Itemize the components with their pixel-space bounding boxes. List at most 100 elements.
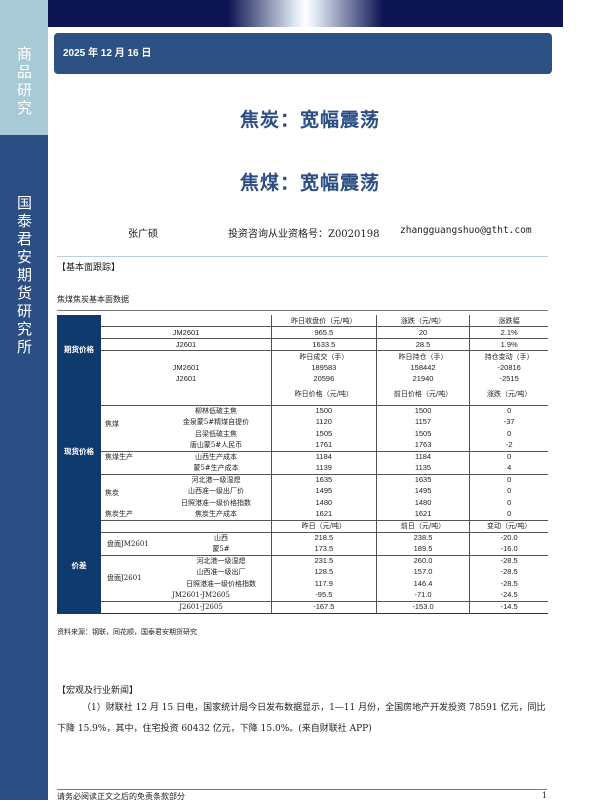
table-row: J2601 1633.5 28.5 1.9% <box>57 338 548 351</box>
table-cell: -2 <box>469 439 548 451</box>
table-cell: 0 <box>469 404 548 417</box>
table-cell: 146.4 <box>375 578 470 590</box>
table-cell: -14.5 <box>469 600 548 613</box>
table-cell: 1184 <box>375 450 470 463</box>
table-cell: -28.5 <box>469 578 548 590</box>
row-label: 日照港准一级价格指数 <box>101 578 272 590</box>
table-cell: -16.0 <box>469 543 548 555</box>
table-cell: 0 <box>469 473 548 486</box>
table-cell: 1120 <box>271 416 377 428</box>
author-name: 张广硕 <box>128 229 158 240</box>
author-email[interactable]: zhangguangshuo@gtht.com <box>400 225 532 236</box>
row-label: JM2601 <box>172 362 200 372</box>
table-cell: 1480 <box>375 497 470 509</box>
row-label: 日照港准一级价格指数 <box>101 497 272 509</box>
table-cell: 260.0 <box>375 554 470 567</box>
row-label: 盘面J2601 河北港一级湿熄 <box>101 554 272 582</box>
author-license: 投资咨询从业资格号：Z0020198 <box>228 229 380 240</box>
table-cell: 1621 <box>375 508 470 520</box>
item-name: 金泉蒙5#精煤自提价 <box>182 418 250 427</box>
section-news: 【宏观及行业新闻】 <box>57 686 139 696</box>
sub-group-label: 焦炭 <box>105 488 119 497</box>
item-name: JM2601-JM2605 <box>172 591 230 599</box>
table-cell: -20.0 <box>469 531 548 544</box>
column-header: 昨日收盘价（元/吨） <box>271 315 377 327</box>
table-row: 吕梁低硫主焦 1505 1505 0 <box>57 428 548 440</box>
table-cell: 21940 <box>375 373 470 384</box>
table-cell: 28.5 <box>375 338 470 351</box>
table-cell: 189583 <box>271 362 377 373</box>
table-cell: -167.5 <box>271 600 377 613</box>
table-cell: -71.0 <box>375 589 470 601</box>
table-row: 盘面J2601 河北港一级湿熄 231.5 260.0 -28.5 <box>57 554 548 582</box>
table-cell: 117.9 <box>271 578 377 590</box>
table-row: JM2601 965.5 20 2.1% <box>57 326 548 339</box>
table-cell: 1500 <box>375 404 470 417</box>
news-item: （1）财联社 12 月 15 日电，国家统计局今日发布数据显示，1—11 月份，… <box>57 703 546 734</box>
title-coking-coal: 焦煤：宽幅震荡 <box>239 172 380 194</box>
table-cell: 1.9% <box>469 338 548 351</box>
column-header: 涨跌（元/吨） <box>469 384 548 405</box>
table-cell: 0 <box>469 508 548 520</box>
table-cell: 1500 <box>271 404 377 417</box>
sub-group-label: 盘面J2601 <box>107 573 142 582</box>
sub-group-label: 焦煤 <box>105 419 119 428</box>
table-row: J2601 20596 21940 -2515 <box>57 373 548 384</box>
item-name: 焦炭生产成本 <box>195 510 237 518</box>
table-cell: 1495 <box>375 485 470 497</box>
column-header: 前日价格（元/吨） <box>375 384 470 405</box>
table-cell: 1184 <box>271 450 377 463</box>
table-cell: 238.5 <box>375 531 470 544</box>
table-row: 盘面JM2601 山西 218.5 238.5 -20.0 <box>57 531 548 548</box>
table-cell: 0 <box>469 450 548 463</box>
table-cell: -95.5 <box>271 589 377 601</box>
header-banner <box>48 0 563 27</box>
table-row: 昨日成交（手） 昨日持仓（手） 持仓变动（手） <box>57 350 548 362</box>
table-cell: 218.5 <box>271 531 377 544</box>
table-row: 日照港准一级价格指数 117.9 146.4 -28.5 <box>57 578 548 590</box>
table-cell: 1635 <box>271 473 377 486</box>
table-row: 焦煤 柳林低硫主焦 1500 1500 0 <box>57 404 548 428</box>
table-row: 金泉蒙5#精煤自提价 1120 1157 -37 <box>57 416 548 428</box>
table-cell: 1505 <box>271 428 377 440</box>
table-row: 焦炭 河北港一级湿熄 1635 1635 0 <box>57 473 548 497</box>
sub-group-label: 焦炭生产 <box>105 509 133 518</box>
table-cell: 4 <box>469 462 548 474</box>
table-cell: 0 <box>469 428 548 440</box>
table-cell: 1635 <box>375 473 470 486</box>
table-cell: 1763 <box>375 439 470 451</box>
table-row: J2601-J2605 -167.5 -153.0 -14.5 <box>57 600 548 613</box>
table-cell: 0 <box>469 485 548 497</box>
item-name: 山西准一级出厂价 <box>188 487 244 496</box>
table-cell: 1157 <box>375 416 470 428</box>
item-name: 山西 <box>214 534 228 542</box>
row-label: J2601-J2605 <box>101 600 272 613</box>
table-cell: 20596 <box>271 373 377 384</box>
source-note: 资料来源：钢联，同花顺，国泰君安期货研究 <box>57 628 197 636</box>
table-row: 期货价格 昨日收盘价（元/吨） 涨跌（元/吨） 涨跌幅 <box>57 315 548 384</box>
group-spread: 价差 <box>57 520 101 613</box>
table-cell: -24.5 <box>469 589 548 601</box>
table-row: 山西准一级出厂 128.5 157.0 -28.5 <box>57 566 548 578</box>
column-header: 涨跌幅 <box>469 315 548 327</box>
table-row: 日照港准一级价格指数 1480 1480 0 <box>57 497 548 509</box>
table-cell: 1505 <box>375 428 470 440</box>
table-cell: 231.5 <box>271 554 377 567</box>
item-name: 河北港一级湿熄 <box>196 557 246 565</box>
table-row: 焦炭生产 焦炭生产成本 1621 1621 0 <box>57 508 548 521</box>
row-label: 焦炭生产 焦炭生产成本 <box>101 509 272 521</box>
row-label: JM2601-JM2605 <box>101 590 272 602</box>
table-cell: 1761 <box>271 439 377 451</box>
item-name: 柳林低硫主焦 <box>195 407 237 415</box>
sub-group-label: 盘面JM2601 <box>107 539 149 548</box>
row-label: 蒙5#生产成本 <box>101 463 272 475</box>
section-fundamentals: 【基本面跟踪】 <box>57 263 121 273</box>
item-name: 日照港准一级价格指数 <box>186 579 256 588</box>
divider <box>57 256 548 257</box>
column-header: 昨日持仓（手） <box>375 350 470 362</box>
column-header: 持仓变动（手） <box>469 350 548 362</box>
table-title: 焦煤焦炭基本面数据 <box>57 295 129 304</box>
item-name: 吕梁低硫主焦 <box>195 429 237 438</box>
row-label: J2601 <box>175 373 197 383</box>
table-row: 价差 昨日（元/吨） 前日（元/吨） 变动（元/吨） <box>57 519 548 613</box>
